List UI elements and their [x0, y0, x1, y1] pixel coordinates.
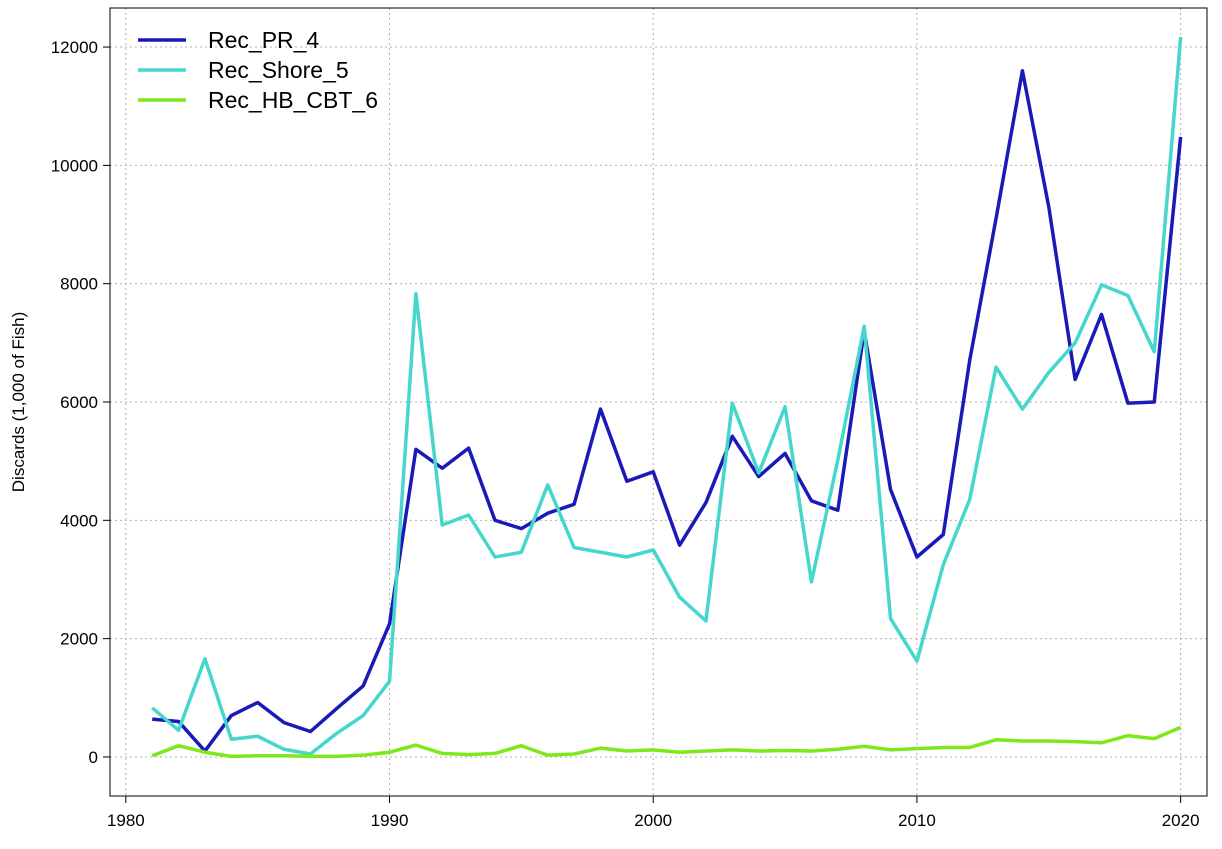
- y-tick-label: 0: [89, 748, 98, 767]
- y-tick-label: 6000: [60, 393, 98, 412]
- y-tick-label: 10000: [51, 156, 98, 175]
- x-tick-label: 1990: [371, 811, 409, 830]
- x-tick-label: 2000: [634, 811, 672, 830]
- legend-label: Rec_PR_4: [208, 27, 319, 53]
- plot-frame: [109, 7, 1208, 797]
- y-tick-label: 4000: [60, 511, 98, 530]
- series-line: [151, 725, 1182, 759]
- legend-label: Rec_HB_CBT_6: [208, 87, 378, 113]
- y-tick-label: 8000: [60, 275, 98, 294]
- x-tick-label: 1980: [107, 811, 145, 830]
- series-line: [151, 36, 1183, 756]
- x-tick-label: 2010: [898, 811, 936, 830]
- y-axis-label: Discards (1,000 of Fish): [9, 312, 28, 492]
- y-tick-label: 12000: [51, 38, 98, 57]
- series-line: [152, 68, 1183, 753]
- x-tick-label: 2020: [1162, 811, 1200, 830]
- y-tick-label: 2000: [60, 630, 98, 649]
- legend-label: Rec_Shore_5: [208, 57, 349, 83]
